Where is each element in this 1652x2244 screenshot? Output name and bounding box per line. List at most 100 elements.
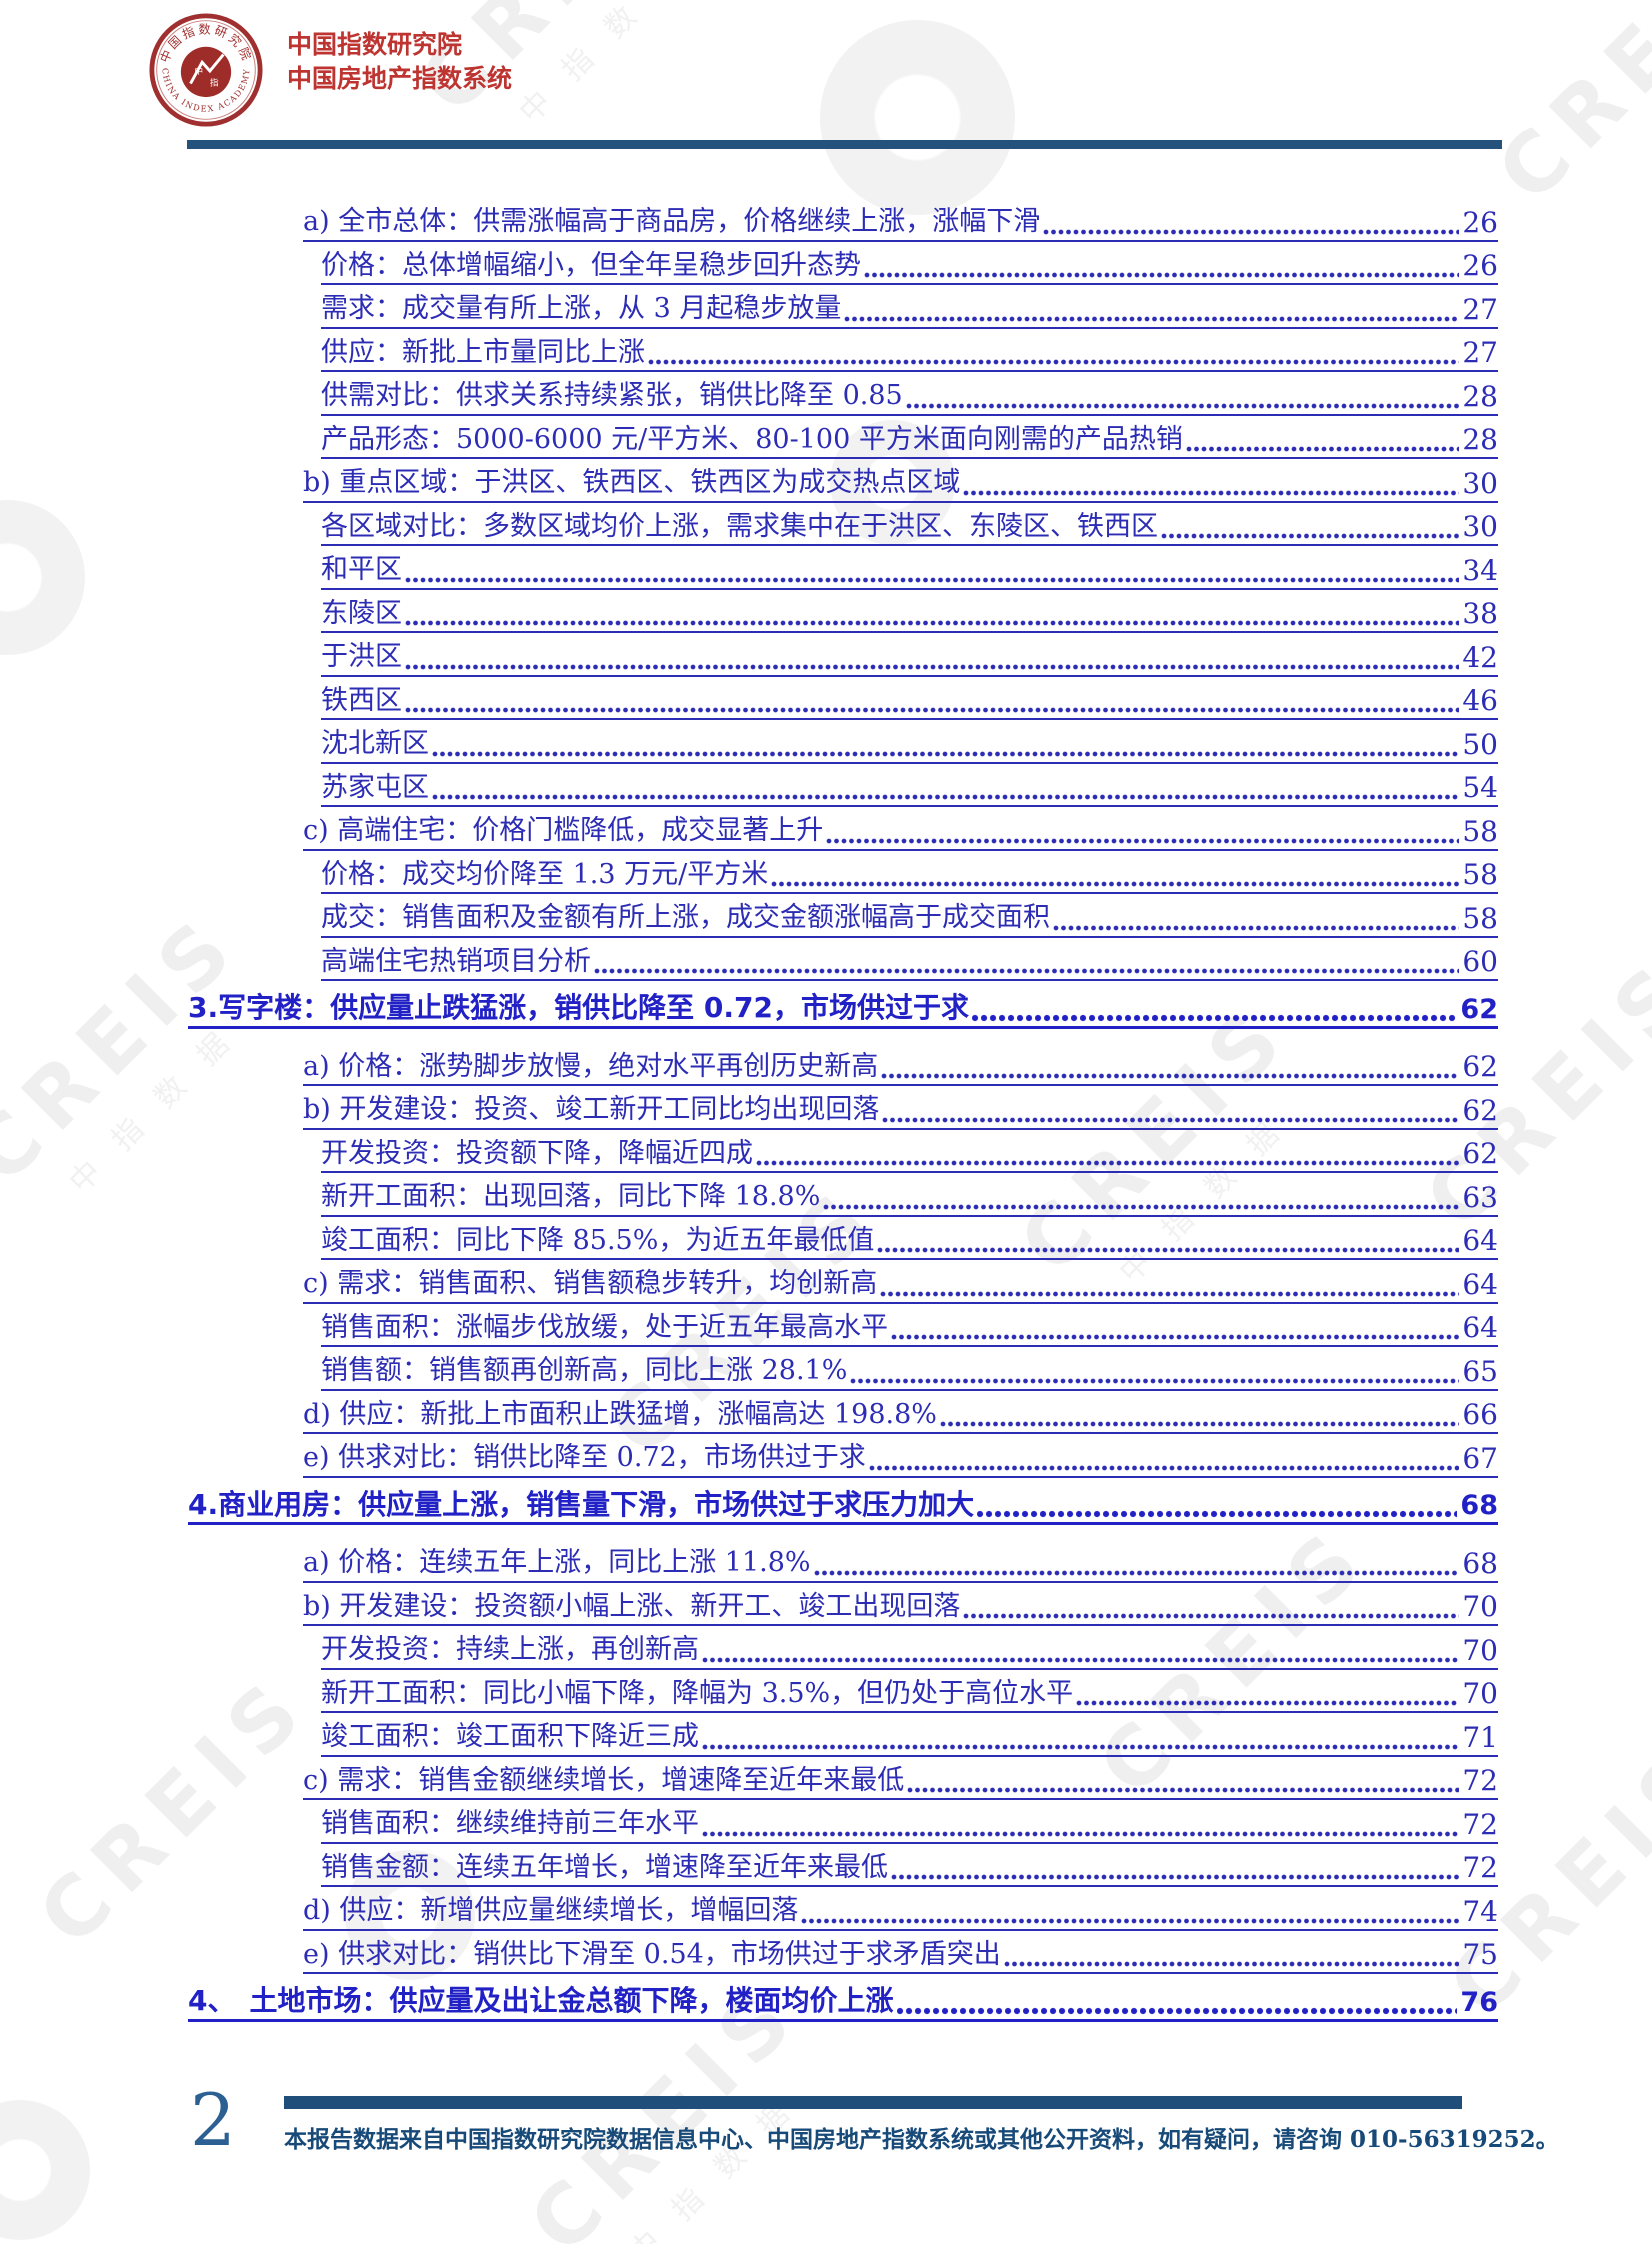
toc-entry[interactable]: 供需对比：供求关系持续紧张，销供比降至 0.85 28	[321, 372, 1498, 416]
toc-entry[interactable]: e) 供求对比：销供比降至 0.72，市场供过于求 67	[303, 1434, 1498, 1478]
toc-dot-leader	[1003, 1957, 1460, 1969]
toc-entry[interactable]: 产品形态：5000-6000 元/平方米、80-100 平方米面向刚需的产品热销…	[321, 416, 1498, 459]
toc-page-number: 34	[1462, 553, 1498, 587]
toc-entry[interactable]: e) 供求对比：销供比下滑至 0.54，市场供过于求矛盾突出 75	[303, 1931, 1498, 1974]
toc-entry[interactable]: 4.商业用房：供应量上涨，销售量下滑，市场供过于求压力加大 68	[188, 1482, 1498, 1525]
toc-entry[interactable]: a) 价格：涨势脚步放慢，绝对水平再创历史新高 62	[303, 1043, 1498, 1086]
toc-entry[interactable]: 3.写字楼：供应量止跌猛涨，销供比降至 0.72，市场供过于求 62	[188, 985, 1498, 1029]
toc-entry-text: d) 供应：新增供应量继续增长，增幅回落	[303, 1895, 799, 1927]
toc-page-number: 62	[1460, 993, 1498, 1025]
toc-entry[interactable]: b) 开发建设：投资、竣工新开工同比均出现回落 62	[303, 1086, 1498, 1130]
toc-entry-text: 价格：总体增幅缩小，但全年呈稳步回升态势	[321, 249, 861, 281]
toc-dot-leader	[868, 1460, 1460, 1473]
toc-dot-leader	[1043, 224, 1460, 237]
toc-dot-leader	[405, 616, 1460, 628]
toc-entry[interactable]: 沈北新区 50	[321, 720, 1498, 764]
toc-dot-leader	[891, 1870, 1460, 1882]
toc-entry[interactable]: 各区域对比：多数区域均价上涨，需求集中在于洪区、东陵区、铁西区 30	[321, 503, 1498, 546]
toc-entry[interactable]: 东陵区 38	[321, 590, 1498, 633]
toc-dot-leader	[891, 1330, 1460, 1342]
toc-entry-text: c) 需求：销售金额继续增长，增速降至近年来最低	[303, 1764, 905, 1796]
header-titles: 中国指数研究院 中国房地产指数系统	[287, 28, 512, 96]
toc-entry-text: 需求：成交量有所上涨，从 3 月起稳步放量	[321, 293, 842, 325]
toc-dot-leader	[405, 659, 1460, 672]
toc-page-number: 67	[1462, 1441, 1498, 1475]
toc-dot-leader	[896, 2003, 1458, 2016]
table-of-contents: a) 全市总体：供需涨幅高于商品房，价格继续上涨，涨幅下滑 26 价格：总体增幅缩小…	[188, 198, 1498, 2036]
toc-entry[interactable]: b) 开发建设：投资额小幅上涨、新开工、竣工出现回落 70	[303, 1583, 1498, 1626]
toc-dot-leader	[971, 1010, 1458, 1023]
toc-entry[interactable]: d) 供应：新批上市面积止跌猛增，涨幅高达 198.8% 66	[303, 1391, 1498, 1434]
toc-entry[interactable]: 销售金额：连续五年增长，增速降至近年来最低 72	[321, 1844, 1498, 1887]
toc-page-number: 26	[1462, 205, 1498, 239]
toc-entry[interactable]: 新开工面积：出现回落，同比下降 18.8% 63	[321, 1173, 1498, 1217]
toc-entry-text: 各区域对比：多数区域均价上涨，需求集中在于洪区、东陵区、铁西区	[321, 510, 1158, 542]
toc-dot-leader	[881, 1069, 1460, 1081]
toc-entry-text: 销售面积：继续维持前三年水平	[321, 1808, 699, 1840]
toc-entry[interactable]: 销售面积：涨幅步伐放缓，处于近五年最高水平 64	[321, 1304, 1498, 1347]
toc-entry-text: c) 高端住宅：价格门槛降低，成交显著上升	[303, 815, 824, 847]
toc-entry[interactable]: 和平区 34	[321, 546, 1498, 590]
toc-page-number: 26	[1462, 249, 1498, 282]
toc-dot-leader	[594, 964, 1460, 976]
toc-entry[interactable]: 铁西区 46	[321, 677, 1498, 720]
toc-page-number: 75	[1462, 1938, 1498, 1971]
watermark-text: CREIS	[1479, 0, 1652, 221]
toc-entry-text: 产品形态：5000-6000 元/平方米、80-100 平方米面向刚需的产品热销	[321, 423, 1183, 455]
toc-entry[interactable]: c) 需求：销售金额继续增长，增速降至近年来最低 72	[303, 1757, 1498, 1800]
toc-dot-leader	[648, 355, 1460, 367]
toc-entry-text: 4.商业用房：供应量上涨，销售量下滑，市场供过于求压力加大	[188, 1487, 975, 1521]
toc-entry[interactable]: 价格：成交均价降至 1.3 万元/平方米 58	[321, 851, 1498, 894]
toc-entry[interactable]: 需求：成交量有所上涨，从 3 月起稳步放量 27	[321, 285, 1498, 329]
toc-entry[interactable]: d) 供应：新增供应量继续增长，增幅回落 74	[303, 1887, 1498, 1931]
toc-entry[interactable]: 价格：总体增幅缩小，但全年呈稳步回升态势 26	[321, 242, 1498, 285]
toc-entry[interactable]: 4、 土地市场：供应量及出让金总额下降，楼面均价上涨 76	[188, 1978, 1498, 2022]
toc-entry-text: b) 开发建设：投资额小幅上涨、新开工、竣工出现回落	[303, 1590, 961, 1622]
toc-entry[interactable]: 供应：新批上市量同比上涨 27	[321, 329, 1498, 372]
china-index-academy-logo-icon: 中国指数研究院 CHINA INDEX ACADEMY 中 指	[148, 12, 264, 128]
toc-entry[interactable]: 竣工面积：同比下降 85.5%，为近五年最低值 64	[321, 1217, 1498, 1260]
toc-entry[interactable]: a) 价格：连续五年上涨，同比上涨 11.8% 68	[303, 1539, 1498, 1583]
toc-entry[interactable]: 销售面积：继续维持前三年水平 72	[321, 1800, 1498, 1844]
toc-entry[interactable]: 销售额：销售额再创新高，同比上涨 28.1% 65	[321, 1347, 1498, 1391]
toc-page-number: 62	[1462, 1050, 1498, 1083]
watermark-circle	[0, 2100, 90, 2240]
toc-dot-leader	[702, 1652, 1460, 1665]
toc-entry-text: 新开工面积：同比小幅下降，降幅为 3.5%，但仍处于高位水平	[321, 1677, 1074, 1709]
toc-entry-text: 价格：成交均价降至 1.3 万元/平方米	[321, 858, 769, 890]
toc-page-number: 71	[1462, 1720, 1498, 1754]
toc-page-number: 70	[1462, 1677, 1498, 1710]
toc-entry[interactable]: 竣工面积：竣工面积下降近三成 71	[321, 1713, 1498, 1757]
toc-entry-text: e) 供求对比：销供比降至 0.72，市场供过于求	[303, 1442, 866, 1474]
toc-entry-text: 沈北新区	[321, 728, 429, 760]
toc-page-number: 64	[1462, 1267, 1498, 1301]
toc-dot-leader	[702, 1739, 1460, 1752]
toc-entry[interactable]: 苏家屯区 54	[321, 764, 1498, 807]
toc-entry[interactable]: b) 重点区域：于洪区、铁西区、铁西区为成交热点区域 30	[303, 459, 1498, 503]
toc-entry-text: 3.写字楼：供应量止跌猛涨，销供比降至 0.72，市场供过于求	[188, 991, 969, 1025]
toc-entry-text: 供应：新批上市量同比上涨	[321, 336, 645, 368]
toc-entry[interactable]: 成交：销售面积及金额有所上涨，成交金额涨幅高于成交面积 58	[321, 894, 1498, 938]
toc-entry[interactable]: a) 全市总体：供需涨幅高于商品房，价格继续上涨，涨幅下滑 26	[303, 198, 1498, 242]
toc-page-number: 63	[1462, 1180, 1498, 1214]
watermark: CREIS	[1479, 0, 1652, 221]
toc-entry-text: d) 供应：新批上市面积止跌猛增，涨幅高达 198.8%	[303, 1398, 937, 1430]
toc-entry-text: 竣工面积：竣工面积下降近三成	[321, 1721, 699, 1753]
toc-entry[interactable]: 于洪区 42	[321, 633, 1498, 677]
toc-entry[interactable]: 新开工面积：同比小幅下降，降幅为 3.5%，但仍处于高位水平 70	[321, 1670, 1498, 1713]
toc-entry[interactable]: 开发投资：投资额下降，降幅近四成 62	[321, 1130, 1498, 1173]
toc-page-number: 64	[1462, 1224, 1498, 1257]
toc-dot-leader	[882, 1112, 1460, 1125]
toc-dot-leader	[880, 1286, 1460, 1299]
toc-page-number: 72	[1462, 1764, 1498, 1797]
toc-entry-text: 苏家屯区	[321, 771, 429, 803]
toc-page-number: 42	[1462, 640, 1498, 674]
toc-entry[interactable]: 开发投资：持续上涨，再创新高 70	[321, 1626, 1498, 1670]
header-divider	[187, 140, 1502, 149]
toc-entry[interactable]: 高端住宅热销项目分析 60	[321, 938, 1498, 981]
toc-entry[interactable]: c) 需求：销售面积、销售额稳步转升，均创新高 64	[303, 1260, 1498, 1304]
toc-entry[interactable]: c) 高端住宅：价格门槛降低，成交显著上升 58	[303, 807, 1498, 851]
toc-entry-text: 成交：销售面积及金额有所上涨，成交金额涨幅高于成交面积	[321, 902, 1050, 934]
toc-dot-leader	[432, 790, 1460, 802]
toc-entry-text: 东陵区	[321, 597, 402, 629]
